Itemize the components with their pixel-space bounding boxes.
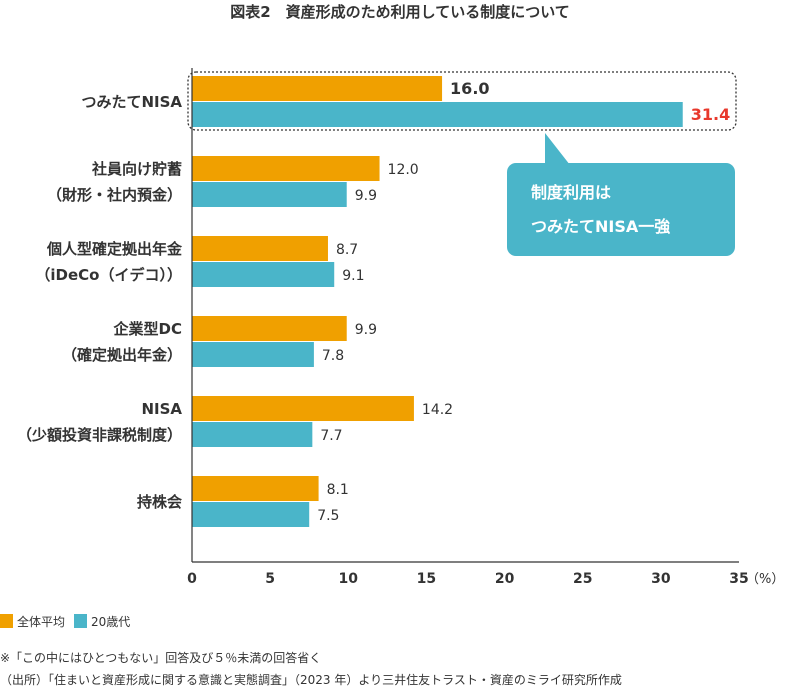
- data-label: 31.4: [691, 105, 730, 124]
- category-label: （確定拠出年金）: [62, 346, 182, 364]
- bar: [192, 396, 414, 421]
- data-label: 9.9: [355, 322, 377, 338]
- category-label: （iDeCo（イデコ））: [35, 266, 182, 284]
- legend-label-1: 20歳代: [91, 615, 130, 629]
- category-label: 企業型DC: [113, 320, 182, 338]
- x-tick-label: 5: [265, 571, 275, 587]
- source-note: （出所）「住まいと資産形成に関する意識と実態調査」（2023 年）より三井住友ト…: [0, 672, 622, 687]
- bubble-body: [507, 163, 735, 256]
- category-label: 社員向け貯蓄: [91, 160, 182, 178]
- x-tick-label: 30: [651, 571, 671, 587]
- legend-label-0: 全体平均: [17, 614, 65, 629]
- category-label: （財形・社内預金）: [47, 186, 182, 204]
- annotation-line-1: 制度利用は: [531, 183, 611, 202]
- x-tick-label: 25: [573, 571, 592, 587]
- data-label: 14.2: [422, 402, 453, 418]
- bar: [192, 422, 313, 447]
- category-label: （少額投資非課税制度）: [17, 426, 182, 444]
- data-label: 9.1: [342, 268, 364, 284]
- bar: [192, 342, 314, 367]
- category-label: NISA: [141, 400, 182, 418]
- x-tick-label: 15: [417, 571, 436, 587]
- x-unit: （%）: [746, 572, 784, 587]
- data-label: 8.7: [336, 242, 358, 258]
- data-label: 12.0: [388, 162, 419, 178]
- bar: [192, 476, 319, 501]
- category-label: 個人型確定拠出年金: [46, 240, 183, 258]
- highlight-box: [187, 71, 737, 131]
- bubble-pointer: [545, 133, 570, 165]
- data-label: 9.9: [355, 188, 377, 204]
- data-label: 7.5: [317, 508, 339, 524]
- category-label: 持株会: [137, 493, 182, 511]
- bar: [192, 502, 310, 527]
- annotation-line-2: つみたてNISA一強: [531, 217, 670, 236]
- x-tick-label: 10: [339, 571, 359, 587]
- legend-swatch-0: [0, 614, 13, 628]
- bar: [192, 262, 335, 287]
- legend-swatch-1: [74, 614, 87, 628]
- data-label: 7.7: [320, 428, 342, 444]
- x-tick-label: 35: [729, 571, 748, 587]
- legend: 全体平均 20歳代: [0, 614, 130, 629]
- bar: [192, 182, 347, 207]
- category-label: つみたてNISA: [81, 93, 182, 111]
- bar: [192, 236, 328, 261]
- bar: [192, 156, 380, 181]
- data-label: 16.0: [450, 79, 489, 98]
- bar: [192, 76, 443, 101]
- note-1: ※「この中にはひとつもない」回答及び５％未満の回答省く: [0, 650, 321, 665]
- data-label: 7.8: [322, 348, 344, 364]
- bar: [192, 102, 683, 127]
- x-tick-label: 0: [187, 571, 197, 587]
- chart-title: 図表2 資産形成のため利用している制度について: [230, 3, 570, 21]
- annotation-bubble: 制度利用は つみたてNISA一強: [507, 133, 735, 256]
- data-label: 8.1: [327, 482, 349, 498]
- bar: [192, 316, 347, 341]
- x-tick-label: 20: [495, 571, 515, 587]
